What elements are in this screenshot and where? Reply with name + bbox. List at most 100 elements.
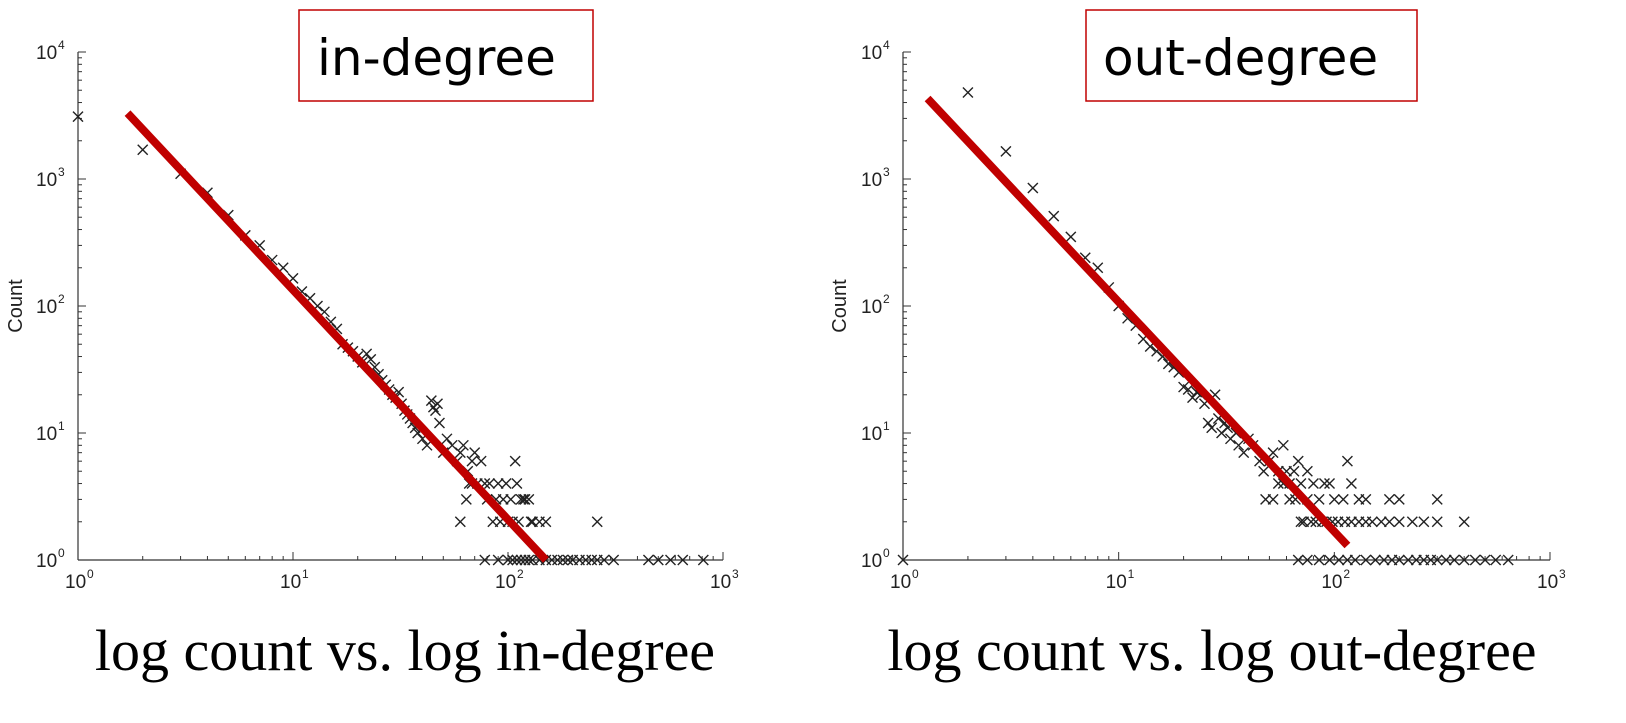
y-tick-label: 10 bbox=[861, 297, 882, 318]
data-point-stroke bbox=[1375, 516, 1387, 528]
data-point bbox=[137, 144, 149, 156]
x-tick-exponent: 0 bbox=[912, 567, 919, 581]
data-point bbox=[511, 478, 523, 490]
data-point bbox=[1458, 516, 1470, 528]
data-point bbox=[1305, 516, 1317, 528]
data-point bbox=[1328, 493, 1340, 505]
data-point bbox=[1333, 554, 1345, 566]
fit-line bbox=[124, 110, 549, 563]
data-point bbox=[1238, 447, 1250, 459]
data-point bbox=[1301, 465, 1313, 477]
data-point bbox=[519, 493, 531, 505]
data-point bbox=[1206, 422, 1218, 434]
y-tick-label: 10 bbox=[861, 170, 882, 191]
data-point bbox=[1393, 493, 1405, 505]
data-point bbox=[1313, 493, 1325, 505]
data-point bbox=[1295, 516, 1307, 528]
data-point-stroke bbox=[1345, 478, 1357, 490]
y-tick-exponent: 0 bbox=[58, 546, 65, 560]
data-point-stroke bbox=[1431, 516, 1443, 528]
data-point bbox=[546, 554, 558, 566]
data-point-stroke bbox=[962, 86, 974, 98]
in-degree-panel: 10 0 10 1 10 2 10 310 010 110 210 310 4Countin-degre… bbox=[5, 9, 739, 683]
y-tick-exponent: 2 bbox=[883, 292, 890, 306]
data-point bbox=[1292, 455, 1304, 467]
data-point bbox=[1431, 554, 1443, 566]
x-tick-exponent: 3 bbox=[1559, 567, 1566, 581]
data-point-stroke bbox=[1301, 554, 1313, 566]
data-point-stroke bbox=[1366, 516, 1378, 528]
data-point bbox=[457, 439, 469, 451]
data-point-stroke bbox=[1490, 554, 1502, 566]
data-point-stroke bbox=[1238, 447, 1250, 459]
data-point-stroke bbox=[1178, 381, 1190, 393]
data-point bbox=[1284, 493, 1296, 505]
data-point bbox=[1065, 231, 1077, 243]
data-point bbox=[1258, 465, 1270, 477]
data-point bbox=[1360, 493, 1372, 505]
data-point bbox=[523, 554, 535, 566]
data-point bbox=[591, 516, 603, 528]
x-tick-label: 10 bbox=[65, 572, 86, 593]
data-point bbox=[365, 353, 377, 365]
data-point-stroke bbox=[441, 433, 453, 445]
y-tick-exponent: 4 bbox=[58, 38, 65, 52]
data-point-stroke bbox=[1313, 554, 1325, 566]
data-point bbox=[1288, 465, 1300, 477]
data-point bbox=[1502, 554, 1514, 566]
data-point bbox=[1366, 516, 1378, 528]
data-point bbox=[1383, 516, 1395, 528]
data-point bbox=[897, 554, 909, 566]
data-point bbox=[460, 493, 472, 505]
data-point bbox=[1301, 554, 1313, 566]
data-point bbox=[1469, 554, 1481, 566]
data-point bbox=[1490, 554, 1502, 566]
data-point bbox=[1393, 516, 1405, 528]
data-point bbox=[1369, 554, 1381, 566]
data-point bbox=[1313, 554, 1325, 566]
data-point bbox=[502, 554, 514, 566]
data-point bbox=[665, 554, 677, 566]
y-tick-exponent: 3 bbox=[58, 165, 65, 179]
data-point-stroke bbox=[1440, 554, 1452, 566]
x-tick-label: 10 bbox=[1537, 572, 1558, 593]
data-point bbox=[429, 405, 441, 417]
data-point-stroke bbox=[1182, 384, 1194, 396]
data-point bbox=[1324, 478, 1336, 490]
data-point bbox=[652, 554, 664, 566]
y-tick-exponent: 1 bbox=[58, 419, 65, 433]
data-point bbox=[1292, 554, 1304, 566]
data-point bbox=[1383, 493, 1395, 505]
data-point-stroke bbox=[492, 554, 504, 566]
data-point-stroke bbox=[1349, 554, 1361, 566]
data-point-stroke bbox=[502, 554, 514, 566]
data-point-stroke bbox=[540, 516, 552, 528]
data-point-stroke bbox=[642, 554, 654, 566]
data-point-stroke bbox=[1402, 554, 1414, 566]
data-point bbox=[1375, 516, 1387, 528]
data-point-stroke bbox=[1206, 422, 1218, 434]
data-point-stroke bbox=[1292, 455, 1304, 467]
data-point-stroke bbox=[652, 554, 664, 566]
data-point-stroke bbox=[505, 493, 517, 505]
data-point-stroke bbox=[1418, 516, 1430, 528]
x-tick-label: 10 bbox=[495, 572, 516, 593]
annotation-box bbox=[1085, 9, 1418, 102]
y-tick-label: 10 bbox=[36, 551, 57, 572]
data-point bbox=[1267, 493, 1279, 505]
data-point-stroke bbox=[1027, 182, 1039, 194]
data-point-stroke bbox=[1341, 455, 1353, 467]
data-point-stroke bbox=[1369, 554, 1381, 566]
data-point bbox=[586, 554, 598, 566]
data-point-stroke bbox=[1292, 554, 1304, 566]
data-point bbox=[562, 554, 574, 566]
data-point-stroke bbox=[1258, 465, 1270, 477]
data-point-stroke bbox=[500, 478, 512, 490]
data-point bbox=[1431, 516, 1443, 528]
data-point-stroke bbox=[425, 395, 437, 407]
data-point bbox=[642, 554, 654, 566]
data-point bbox=[1202, 417, 1214, 429]
y-tick-label: 10 bbox=[36, 297, 57, 318]
y-tick-label: 10 bbox=[861, 424, 882, 445]
data-point-stroke bbox=[665, 554, 677, 566]
